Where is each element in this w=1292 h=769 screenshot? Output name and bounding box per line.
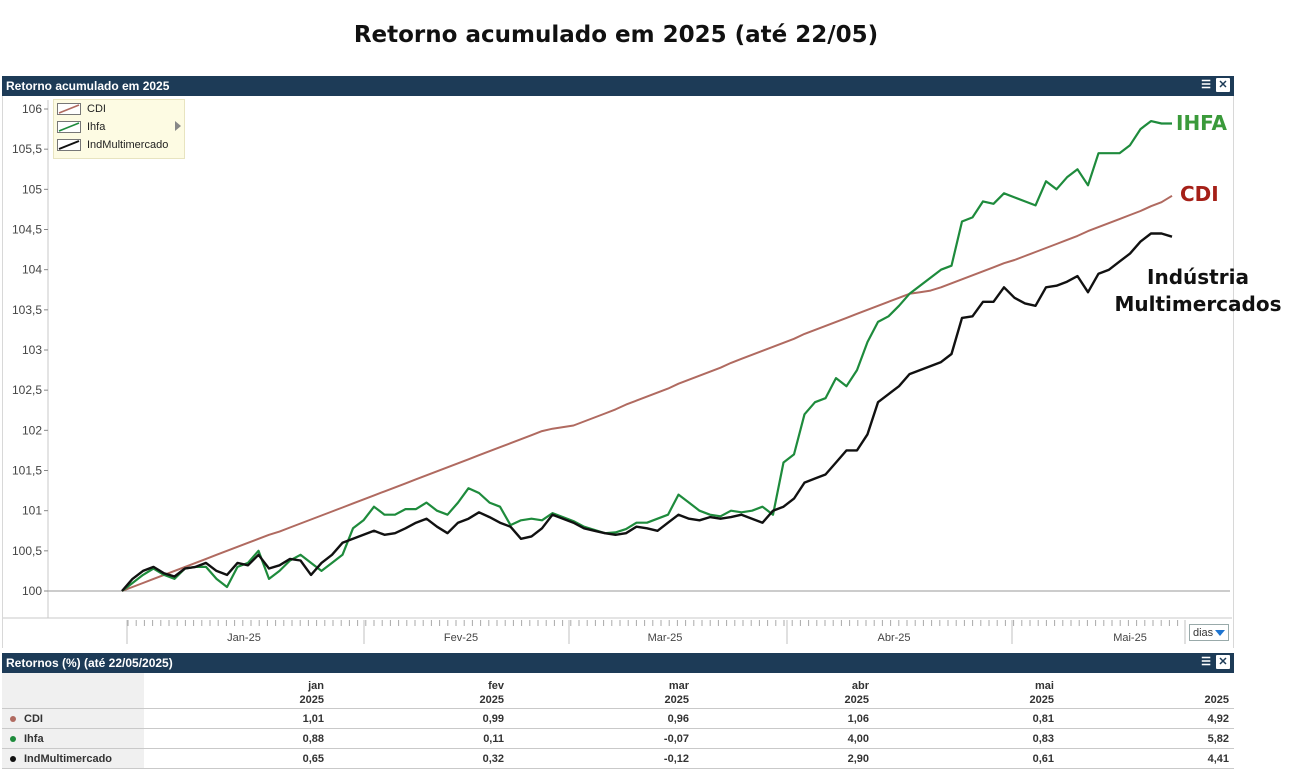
ind-series-label-line1: Indústria [1147,265,1249,289]
y-tick-label: 102,5 [12,383,42,397]
table-cell: 5,82 [1059,728,1234,749]
table-cell: 0,83 [874,728,1059,749]
y-tick-label: 106 [22,102,42,116]
table-cell: 0,99 [329,708,509,729]
table-cell: 0,11 [329,728,509,749]
table-cell: -0,07 [509,728,694,749]
y-tick-label: 101 [22,504,42,518]
x-tick-label: Mar-25 [648,632,683,644]
table-panel-header: Retornos (%) (até 22/05/2025) ☰ ✕ [2,653,1234,673]
table-row: Ihfa 0,88 0,11 -0,07 4,00 0,83 5,82 [2,728,1234,749]
y-tick-label: 103 [22,343,42,357]
ind-series-label: Indústria Multimercados [1112,264,1284,318]
table-header-row: jan 2025 fev 2025 mar 2025 abr 2025 mai 2025 … [2,673,1234,709]
x-tick-label: Jan-25 [227,632,261,644]
legend-item-indmultimercado[interactable]: IndMultimercado [54,136,184,154]
table-cell: 4,41 [1059,748,1234,769]
close-icon[interactable]: ✕ [1216,655,1230,669]
period-selector-value: dias [1193,627,1214,639]
table-header-year: 2025 [1059,673,1234,709]
dot-icon [10,755,16,762]
period-selector[interactable]: dias [1189,624,1229,641]
table-panel-title: Retornos (%) (até 22/05/2025) [6,656,173,670]
dot-icon [10,715,16,722]
legend-item-cdi[interactable]: CDI [54,100,184,118]
chart-panel-header: Retorno acumulado em 2025 ☰ ✕ [2,76,1234,96]
menu-icon[interactable]: ☰ [1201,656,1211,668]
table-cell: 1,06 [694,708,874,729]
table-cell: -0,12 [509,748,694,769]
table-cell: 0,88 [144,728,329,749]
y-tick-label: 102 [22,423,42,437]
table-cell: 4,00 [694,728,874,749]
legend-swatch-ind [57,139,81,151]
y-tick-label: 105,5 [12,142,42,156]
cdi-series-label: CDI [1180,182,1219,206]
menu-icon[interactable]: ☰ [1201,79,1211,91]
page-title: Retorno acumulado em 2025 (até 22/05) [353,22,879,48]
table-header-jan: jan 2025 [144,673,329,709]
y-tick-label: 103,5 [12,303,42,317]
row-name-cdi: CDI [2,708,144,729]
x-tick-label: Abr-25 [877,632,910,644]
table-cell: 0,65 [144,748,329,769]
table-cell: 0,81 [874,708,1059,729]
chevron-down-icon [1215,630,1225,636]
table-cell: 0,96 [509,708,694,729]
legend-label-cdi: CDI [87,103,106,115]
chart-legend[interactable]: CDI Ihfa IndMultimercado [53,99,185,159]
table-header-abr: abr 2025 [694,673,874,709]
row-name-ihfa: Ihfa [2,728,144,749]
table-row: CDI 1,01 0,99 0,96 1,06 0,81 4,92 [2,708,1234,729]
series-line-ihfa [121,119,1172,592]
table-cell: 1,01 [144,708,329,729]
x-tick-label: Fev-25 [444,632,478,644]
ind-series-label-line2: Multimercados [1114,292,1282,316]
row-name-indmultimercado: IndMultimercado [2,748,144,769]
legend-swatch-cdi [57,103,81,115]
y-tick-label: 104 [22,263,42,277]
returns-table: jan 2025 fev 2025 mar 2025 abr 2025 mai 2025 … [2,673,1234,769]
y-tick-label: 104,5 [12,223,42,237]
table-cell: 4,92 [1059,708,1234,729]
legend-label-ihfa: Ihfa [87,121,106,133]
ihfa-series-label: IHFA [1176,111,1228,135]
legend-item-ihfa[interactable]: Ihfa [54,118,184,136]
y-tick-label: 100,5 [12,544,42,558]
table-header-mai: mai 2025 [874,673,1059,709]
table-row: IndMultimercado 0,65 0,32 -0,12 2,90 0,6… [2,748,1234,769]
y-tick-label: 105 [22,182,42,196]
table-cell: 0,61 [874,748,1059,769]
legend-expand-arrow-icon[interactable] [175,121,181,131]
y-tick-label: 100 [22,584,42,598]
chart-area [2,96,1234,648]
table-cell: 2,90 [694,748,874,769]
table-header-name [2,673,144,709]
series-line-cdi [121,194,1173,592]
close-icon[interactable]: ✕ [1216,78,1230,92]
table-header-mar: mar 2025 [509,673,694,709]
dot-icon [10,735,16,742]
series-line-indmultimercado [121,232,1173,592]
legend-label-indmultimercado: IndMultimercado [87,139,169,151]
table-header-fev: fev 2025 [329,673,509,709]
x-tick-label: Mai-25 [1113,632,1147,644]
legend-swatch-ihfa [57,121,81,133]
table-cell: 0,32 [329,748,509,769]
chart-panel-title: Retorno acumulado em 2025 [6,79,170,93]
y-tick-label: 101,5 [12,464,42,478]
